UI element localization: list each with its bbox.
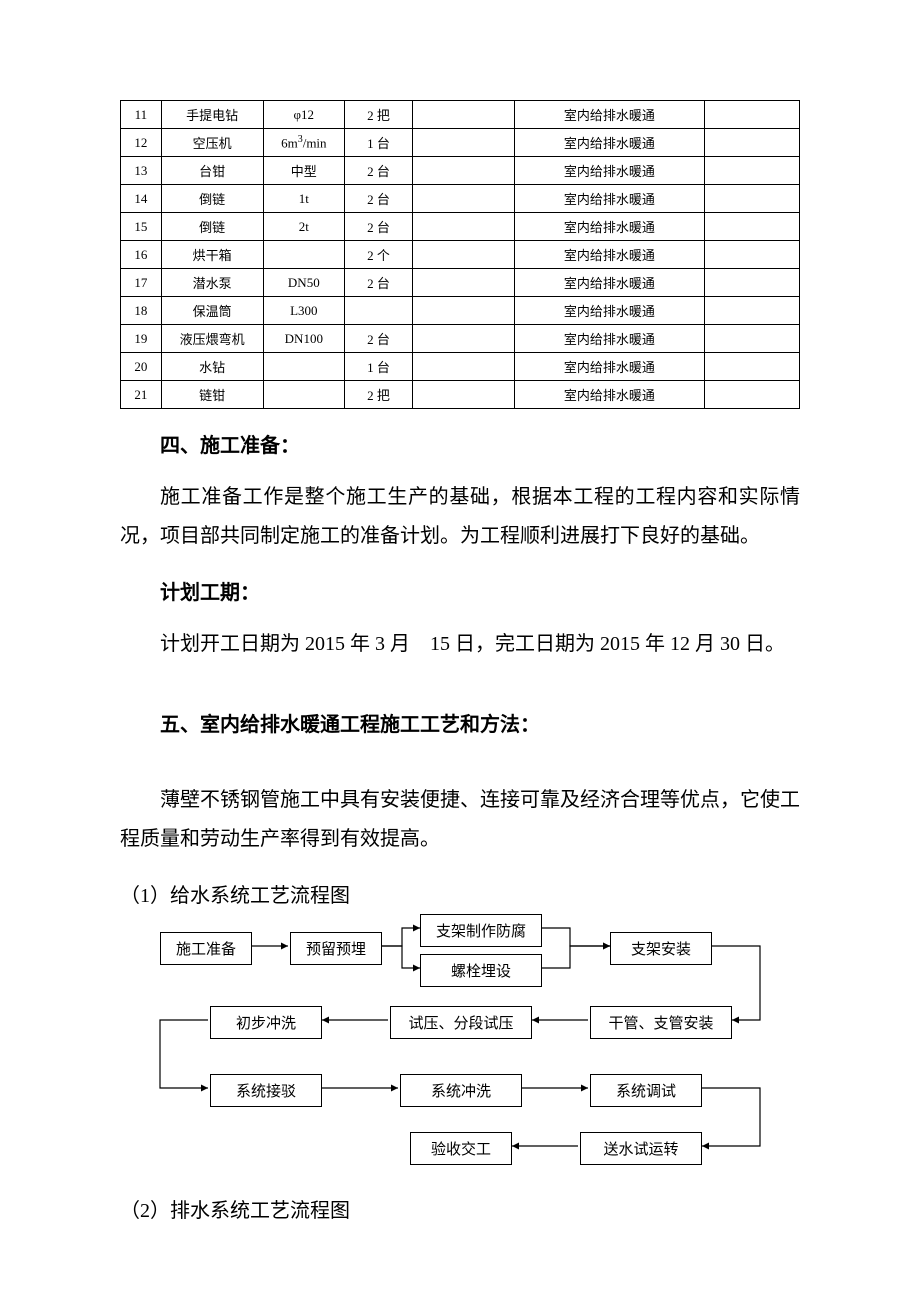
- paragraph-thinwall: 薄壁不锈钢管施工中具有安装便捷、连接可靠及经济合理等优点，它使工程质量和劳动生产…: [120, 781, 800, 859]
- flow1-label: （1）给水系统工艺流程图: [120, 879, 800, 908]
- table-row: 19液压煨弯机DN1002 台室内给排水暖通: [121, 325, 800, 353]
- water-supply-flowchart: 施工准备 预留预埋 支架制作防腐螺栓埋设 支架安装干管、支管安装 试压、分段试压 初步冲洗…: [120, 914, 800, 1184]
- equipment-table: 11手提电钻φ122 把室内给排水暖通12空压机6m3/min1 台室内给排水暖…: [120, 100, 800, 409]
- table-row: 18保温筒L300室内给排水暖通: [121, 297, 800, 325]
- table-row: 12空压机6m3/min1 台室内给排水暖通: [121, 129, 800, 157]
- table-row: 11手提电钻φ122 把室内给排水暖通: [121, 101, 800, 129]
- table-row: 17潜水泵DN502 台室内给排水暖通: [121, 269, 800, 297]
- table-row: 20水钻1 台室内给排水暖通: [121, 353, 800, 381]
- heading-section5: 五、室内给排水暖通工程施工工艺和方法：: [120, 708, 800, 737]
- flow-node: 初步冲洗: [210, 1006, 322, 1039]
- flow-node: 系统冲洗: [400, 1074, 522, 1107]
- flow-node: 验收交工: [410, 1132, 512, 1165]
- flow-node: 系统调试: [590, 1074, 702, 1107]
- table-row: 16烘干箱2 个室内给排水暖通: [121, 241, 800, 269]
- heading-prep: 四、施工准备：: [120, 429, 800, 458]
- flow-node: 干管、支管安装: [590, 1006, 732, 1039]
- flow-node: 预留预埋: [290, 932, 382, 965]
- table-row: 14倒链1t2 台室内给排水暖通: [121, 185, 800, 213]
- table-row: 15倒链2t2 台室内给排水暖通: [121, 213, 800, 241]
- table-row: 21链钳2 把室内给排水暖通: [121, 381, 800, 409]
- table-row: 13台钳中型2 台室内给排水暖通: [121, 157, 800, 185]
- flow-node: 试压、分段试压: [390, 1006, 532, 1039]
- paragraph-prep: 施工准备工作是整个施工生产的基础，根据本工程的工程内容和实际情况，项目部共同制定…: [120, 478, 800, 556]
- heading-schedule: 计划工期：: [120, 576, 800, 605]
- flow-node: 螺栓埋设: [420, 954, 542, 987]
- flow-node: 系统接驳: [210, 1074, 322, 1107]
- flow2-label: （2）排水系统工艺流程图: [120, 1194, 800, 1223]
- flow-node: 支架制作防腐: [420, 914, 542, 947]
- paragraph-schedule: 计划开工日期为 2015 年 3 月 15 日，完工日期为 2015 年 12 …: [120, 625, 800, 664]
- flow-node: 支架安装: [610, 932, 712, 965]
- flow-node: 送水试运转: [580, 1132, 702, 1165]
- flow-node: 施工准备: [160, 932, 252, 965]
